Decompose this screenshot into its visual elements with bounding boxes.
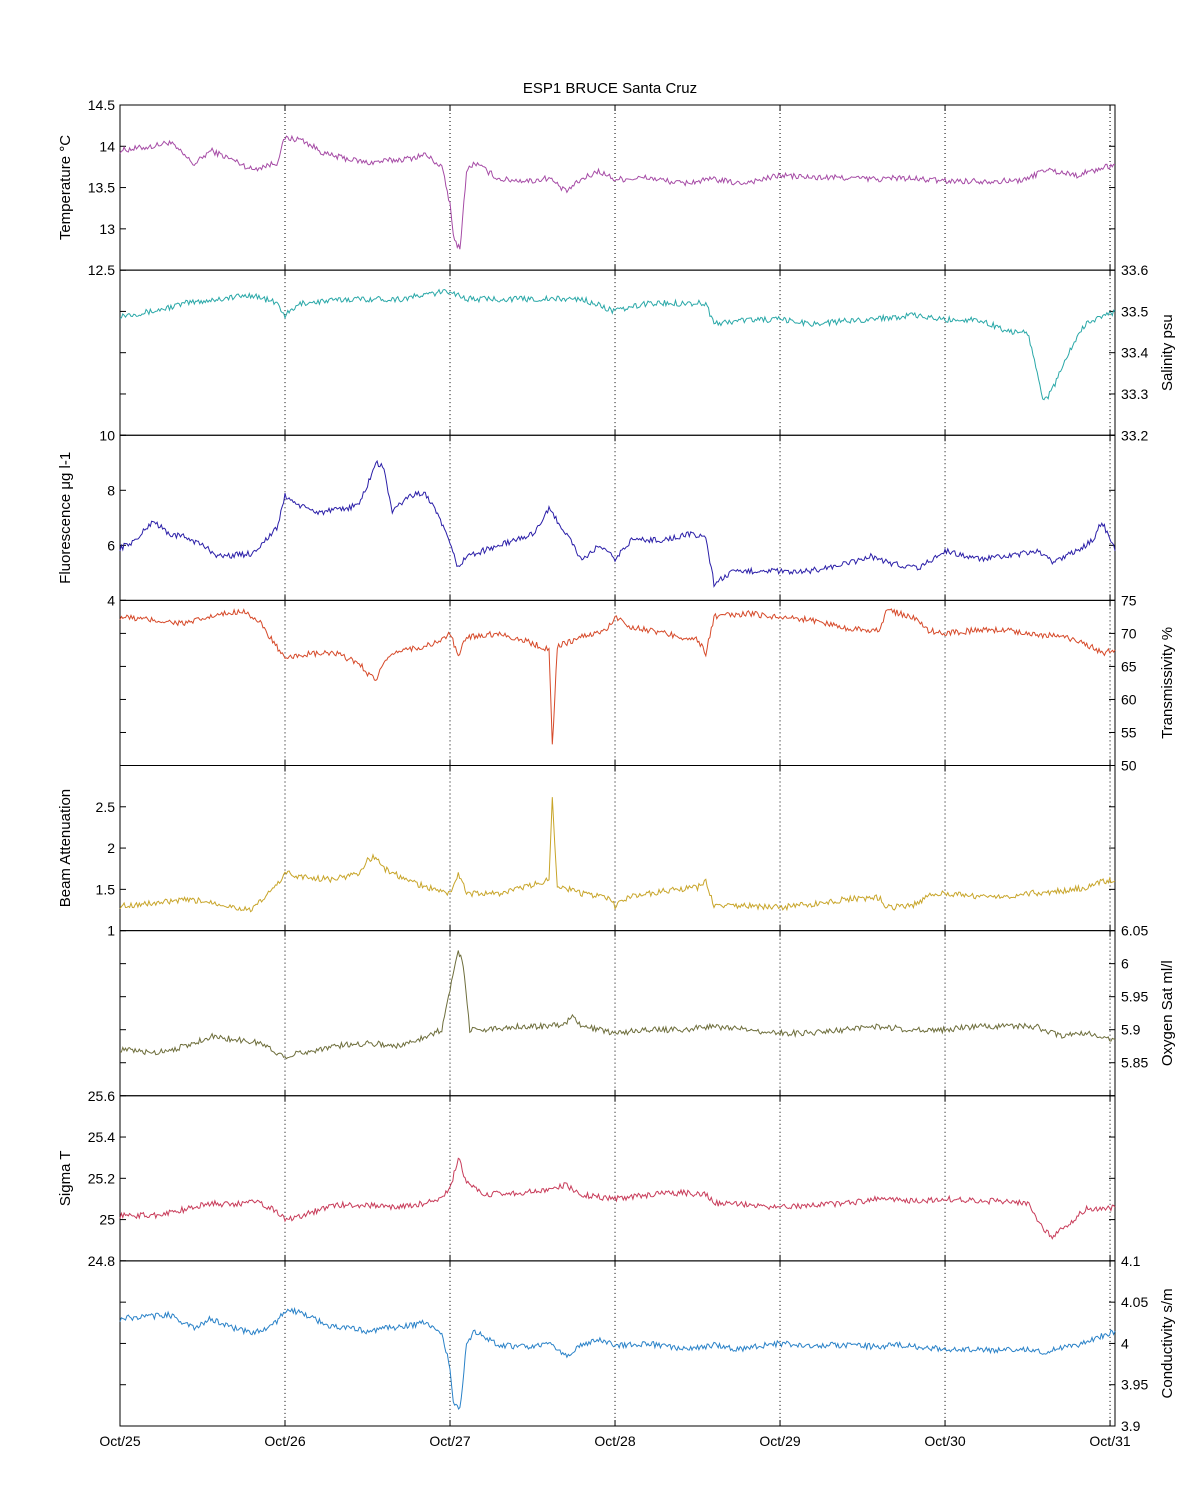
- panel-7: 24.8 25 25.2 25.4 25.6 Sigma T: [57, 1088, 1116, 1269]
- x-tick-label: Oct/29: [759, 1433, 800, 1449]
- y-tick-label: 33.6: [1121, 262, 1148, 278]
- y-tick-label: 3.95: [1121, 1377, 1148, 1393]
- y-tick-label: 33.2: [1121, 427, 1148, 443]
- y-tick-label: 4: [107, 592, 115, 608]
- y-axis-label: Temperature °C: [57, 135, 74, 240]
- y-axis-label: Oxygen Sat ml/l: [1159, 960, 1176, 1066]
- panel-frame: [119, 765, 1116, 932]
- x-tick-label: Oct/27: [429, 1433, 470, 1449]
- y-tick-label: 5.95: [1121, 989, 1148, 1005]
- x-axis: Oct/25 Oct/26 Oct/27 Oct/28 Oct/29 Oct/30 Oct/…: [99, 1433, 1131, 1449]
- y-tick-label: 1: [107, 923, 115, 939]
- series-line: [119, 608, 1116, 745]
- series-line: [119, 797, 1116, 913]
- y-axis-label: Sigma T: [57, 1151, 74, 1207]
- y-tick-label: 50: [1121, 758, 1137, 774]
- y-tick-label: 25.6: [88, 1088, 115, 1104]
- y-tick-label: 3.9: [1121, 1418, 1141, 1434]
- y-tick-label: 2.5: [96, 799, 116, 815]
- panel-frame: [119, 1260, 1116, 1427]
- y-tick-label: 6: [107, 537, 115, 553]
- y-tick-label: 12.5: [88, 262, 115, 278]
- y-tick-label: 4: [1121, 1335, 1129, 1351]
- y-tick-label: 24.8: [88, 1253, 115, 1269]
- x-tick-label: Oct/26: [264, 1433, 305, 1449]
- series-line: [119, 134, 1115, 250]
- y-axis-label: Conductivity s/m: [1159, 1288, 1176, 1398]
- y-tick-label: 10: [99, 427, 115, 443]
- y-tick-label: 60: [1121, 691, 1137, 707]
- y-axis-label: Salinity psu: [1159, 314, 1176, 391]
- panel-3: 4 6 8 10 Fluorescence μg l-1: [57, 427, 1116, 608]
- series-line: [119, 950, 1116, 1060]
- series-line: [119, 1306, 1116, 1411]
- panel-1: 12.5 13 13.5 14 14.5 Temperature °C: [57, 97, 1116, 278]
- panel-frame: [119, 104, 1116, 271]
- x-tick-label: Oct/31: [1089, 1433, 1130, 1449]
- y-tick-label: 75: [1121, 592, 1137, 608]
- y-tick-label: 6: [1121, 956, 1129, 972]
- y-tick-label: 14: [99, 138, 115, 154]
- panel-4: 50 55 60 65 70 75 Transmissivity %: [119, 592, 1176, 774]
- panel-6: 5.85 5.9 5.95 6 6.05 Oxygen Sat ml/l: [119, 923, 1176, 1097]
- y-tick-label: 33.4: [1121, 345, 1148, 361]
- y-tick-label: 25.2: [88, 1170, 115, 1186]
- y-axis-label: Beam Attenuation: [57, 789, 74, 907]
- chart-title: ESP1 BRUCE Santa Cruz: [523, 80, 697, 97]
- panel-2: 33.2 33.3 33.4 33.5 33.6 Salinity psu: [119, 262, 1176, 443]
- y-tick-label: 8: [107, 482, 115, 498]
- series-line: [119, 288, 1116, 401]
- y-tick-label: 33.5: [1121, 303, 1148, 319]
- x-tick-label: Oct/25: [99, 1433, 140, 1449]
- panel-frame: [119, 930, 1116, 1097]
- y-tick-label: 4.05: [1121, 1294, 1148, 1310]
- y-tick-label: 55: [1121, 724, 1137, 740]
- panel-5: 1 1.5 2 2.5 Beam Attenuation: [57, 765, 1116, 939]
- y-tick-label: 25.4: [88, 1129, 115, 1145]
- y-tick-label: 5.85: [1121, 1055, 1148, 1071]
- y-tick-label: 13.5: [88, 180, 115, 196]
- y-tick-label: 25: [99, 1212, 115, 1228]
- x-tick-label: Oct/30: [924, 1433, 965, 1449]
- y-tick-label: 14.5: [88, 97, 115, 113]
- y-tick-label: 4.1: [1121, 1253, 1141, 1269]
- y-tick-label: 65: [1121, 658, 1137, 674]
- y-tick-label: 13: [99, 221, 115, 237]
- series-line: [119, 1157, 1116, 1240]
- y-tick-label: 2: [107, 840, 115, 856]
- panel-frame: [119, 599, 1116, 766]
- series-line: [119, 459, 1116, 588]
- y-axis-label: Transmissivity %: [1159, 627, 1176, 739]
- panel-frame: [119, 434, 1116, 601]
- panel-8: 3.9 3.95 4 4.05 4.1 Conductivity s/m: [119, 1253, 1176, 1434]
- panel-frame: [119, 1095, 1116, 1262]
- y-tick-label: 6.05: [1121, 923, 1148, 939]
- x-tick-label: Oct/28: [594, 1433, 635, 1449]
- y-tick-label: 70: [1121, 625, 1137, 641]
- panel-frame: [119, 269, 1116, 436]
- y-axis-label: Fluorescence μg l-1: [57, 452, 74, 584]
- y-tick-label: 33.3: [1121, 386, 1148, 402]
- y-tick-label: 5.9: [1121, 1022, 1141, 1038]
- y-tick-label: 1.5: [96, 881, 116, 897]
